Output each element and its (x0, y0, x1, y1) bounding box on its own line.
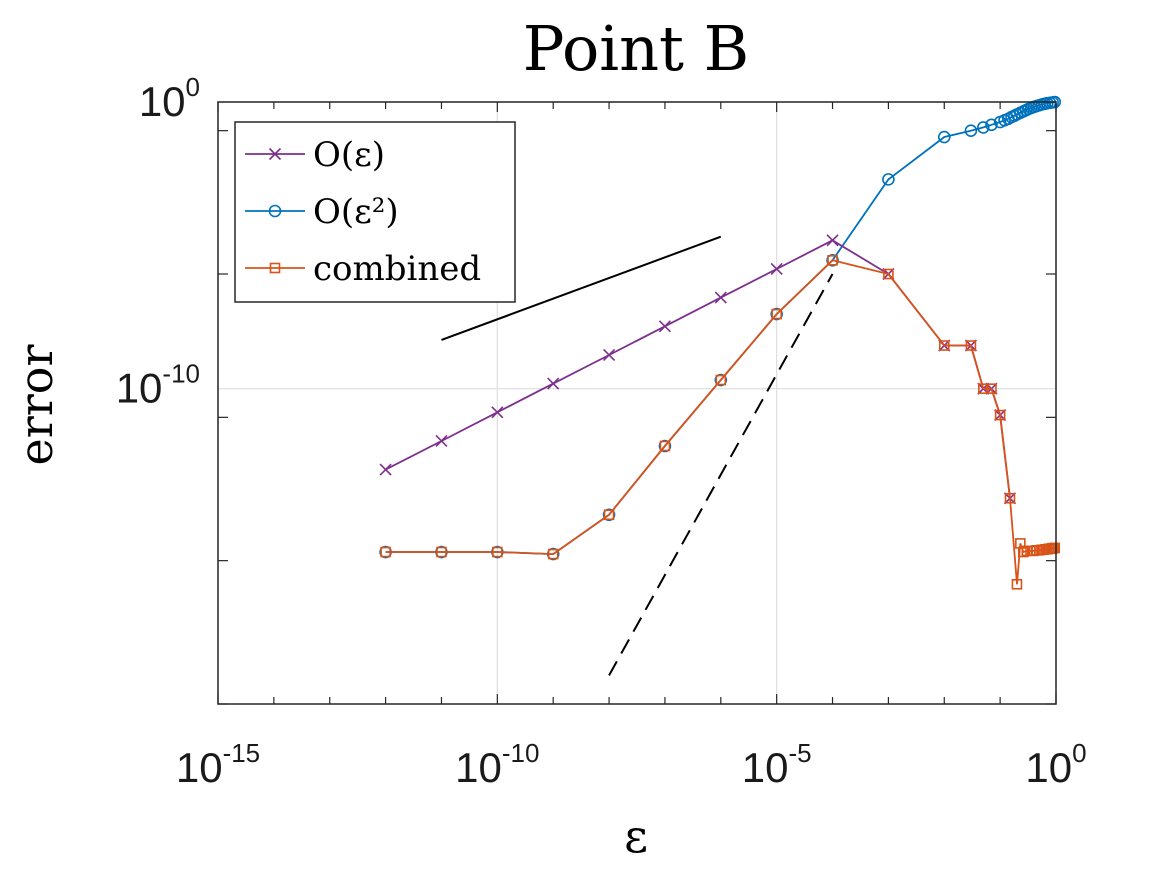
y-tick-label-exponent: 0 (186, 72, 200, 102)
series-0-point-2 (491, 406, 504, 419)
series-0-point-3 (547, 377, 560, 390)
series-0-point-7 (770, 262, 783, 276)
y-tick-label-base: 10 (116, 365, 163, 412)
reference-line-dashed (608, 273, 834, 676)
series-1-point-11 (964, 124, 978, 137)
series-2-point-8 (827, 255, 838, 266)
series-2-point-3 (547, 548, 559, 560)
series-2-point-12 (978, 383, 989, 394)
series-2-point-32 (1049, 542, 1061, 554)
x-tick-label-base: 10 (1025, 744, 1072, 791)
series-2-point-9 (883, 268, 894, 280)
x-tick-label-2: 10-5 (742, 738, 812, 791)
legend-entry-0: O(ε) (245, 135, 385, 175)
legend-box (234, 121, 516, 303)
series-1-point-9 (882, 173, 895, 186)
series-1-point-13 (985, 118, 998, 132)
series-2-point-11 (965, 340, 977, 351)
x-tick-label-1: 10-10 (455, 738, 539, 791)
series-2-point-4 (603, 509, 615, 521)
legend-marker-1 (268, 204, 282, 218)
series-2-point-2 (492, 546, 503, 558)
series-layer (379, 95, 1062, 590)
x-tick-label-exponent: 0 (1072, 738, 1086, 768)
series-2-point-13 (986, 383, 997, 394)
legend-label-2: combined (313, 249, 481, 289)
legend-entry-1: O(ε²) (245, 192, 399, 232)
series-0-point-4 (603, 348, 616, 362)
y-axis-label: error (9, 345, 63, 466)
series-2-point-5 (659, 440, 671, 452)
x-tick-labels: 10-15 10-10 10-5 100 (176, 738, 1087, 791)
series-2-point-16 (1011, 578, 1023, 590)
x-tick-label-exponent: -5 (788, 738, 811, 768)
y-tick-label-1: 100 (139, 72, 200, 125)
legend-marker-2 (269, 262, 281, 274)
series-1-point-8 (826, 254, 839, 267)
series-2 (380, 255, 1061, 590)
chart-title: Point B (523, 12, 749, 85)
legend: O(ε) O(ε²) combined (234, 121, 516, 303)
series-2-point-0 (380, 546, 391, 558)
series-1-point-12 (977, 121, 990, 134)
series-2-point-18 (1018, 546, 1029, 558)
y-tick-label-0: 10-10 (116, 359, 200, 412)
series-1-point-4 (602, 508, 616, 522)
y-tick-label-exponent: -10 (162, 359, 200, 389)
series-0-point-5 (658, 320, 671, 333)
legend-marker-0 (268, 147, 282, 161)
x-tick-label-base: 10 (455, 744, 502, 791)
plot-frame (217, 101, 1057, 705)
x-tick-label-3: 100 (1025, 738, 1086, 791)
x-tick-label-base: 10 (742, 744, 789, 791)
legend-label-1: O(ε²) (313, 192, 399, 232)
series-0-point-8 (826, 234, 839, 247)
x-tick-label-exponent: -10 (502, 738, 540, 768)
x-tick-label-0: 10-15 (176, 738, 260, 791)
x-tick-label-exponent: -15 (223, 738, 261, 768)
series-2-point-6 (715, 374, 727, 386)
series-1-point-7 (770, 307, 783, 321)
series-0-point-0 (379, 463, 392, 476)
series-0-point-6 (714, 291, 727, 304)
legend-label-0: O(ε) (313, 135, 385, 175)
series-1-point-5 (658, 439, 672, 453)
x-tick-label-base: 10 (176, 744, 223, 791)
series-1-point-6 (714, 373, 728, 387)
series-2-point-15 (1004, 492, 1016, 504)
reference-slope-lines (441, 235, 834, 676)
series-1-point-10 (937, 130, 951, 144)
reference-line-solid (441, 235, 722, 341)
legend-entry-2: combined (245, 249, 481, 289)
y-tick-label-base: 10 (139, 78, 186, 125)
series-0-point-1 (435, 434, 448, 448)
series-2-point-1 (436, 546, 447, 558)
x-axis-label: ε (624, 809, 648, 863)
series-2-point-14 (994, 409, 1006, 421)
series-2-point-10 (938, 340, 950, 351)
series-2-point-7 (771, 308, 782, 320)
